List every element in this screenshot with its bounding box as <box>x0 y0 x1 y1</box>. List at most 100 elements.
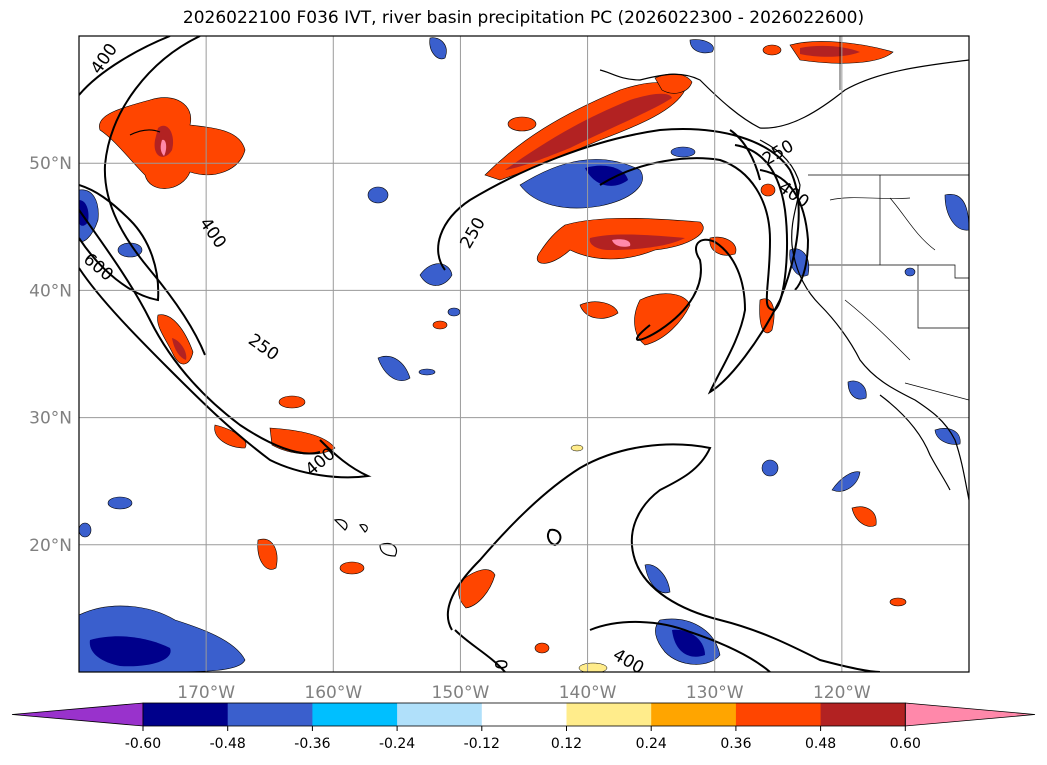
precip-region <box>278 395 306 409</box>
precip-region <box>458 569 496 609</box>
border-state <box>829 197 911 201</box>
border-us-mexico <box>904 382 969 401</box>
colorbar-segment <box>143 703 229 726</box>
lon-tick-label: 170°W <box>177 683 235 703</box>
precip-region <box>644 564 671 594</box>
precip-region <box>107 496 133 510</box>
island-hawaii <box>379 542 398 557</box>
precip-region <box>269 427 336 455</box>
colorbar-frame <box>142 702 906 727</box>
colorbar-segment <box>312 703 398 726</box>
colorbar-segment <box>397 703 483 726</box>
ivt-contour <box>103 36 206 356</box>
colorbar-segment <box>735 703 822 726</box>
precip-region <box>634 293 691 346</box>
precip-region <box>847 380 867 400</box>
border-state <box>808 264 969 279</box>
colorbar-tick-label: 0.60 <box>890 736 921 752</box>
precip-region <box>760 183 776 197</box>
colorbar-segment <box>227 703 313 726</box>
map-frame <box>78 35 970 673</box>
precip-region <box>257 538 278 570</box>
precip-negative-shading <box>79 37 969 672</box>
ivt-contour <box>729 129 761 181</box>
precip-region <box>432 320 448 330</box>
precip-region <box>367 186 389 204</box>
precip-region <box>889 597 907 607</box>
precip-region <box>429 37 447 60</box>
precip-region <box>160 139 167 156</box>
precip-positive-shading <box>99 41 907 672</box>
precip-region <box>761 459 779 477</box>
ivt-contour <box>79 267 372 479</box>
ivt-contour <box>759 169 810 291</box>
lon-tick-label: 130°W <box>686 683 744 703</box>
graticule <box>79 36 969 672</box>
precip-region <box>800 45 860 57</box>
lon-tick-label: 140°W <box>559 683 617 703</box>
precip-region <box>578 662 608 672</box>
colorbar-tick-label: -0.60 <box>125 736 161 752</box>
border-state <box>917 265 969 329</box>
precip-region <box>944 194 969 231</box>
lat-tick-label: 30°N <box>29 409 72 429</box>
ivt-contour <box>79 209 321 455</box>
precip-region <box>709 236 737 256</box>
precip-region <box>689 39 714 54</box>
colorbar-segment <box>481 703 567 726</box>
colorbar-tick-label: -0.48 <box>210 736 246 752</box>
lat-tick-label: 40°N <box>29 281 72 301</box>
precip-region <box>589 234 685 250</box>
colorbar-tick-label: -0.12 <box>464 736 500 752</box>
lon-tick-label: 120°W <box>813 683 871 703</box>
colorbar: -0.60 -0.48 -0.36 -0.24 -0.12 0.12 0.24 0.36 0.4… <box>11 702 1036 752</box>
map-title: 2026022100 F036 IVT, river basin precipi… <box>182 8 865 28</box>
political-borders <box>808 36 969 401</box>
coastline-aleutians <box>129 129 161 136</box>
precip-region <box>505 93 672 170</box>
precip-region <box>79 522 92 538</box>
precip-region <box>831 471 861 492</box>
border-state <box>889 197 936 251</box>
precip-region <box>570 444 584 452</box>
precip-region <box>339 561 365 575</box>
ivt-contour-label: 0 <box>492 659 512 670</box>
colorbar-tick-label: 0.24 <box>636 736 667 752</box>
lat-tick-label: 50°N <box>29 154 72 174</box>
precip-region <box>612 239 631 247</box>
precip-region <box>377 356 411 381</box>
colorbar-segment <box>820 703 906 726</box>
colorbar-tick-label: 0.12 <box>551 736 582 752</box>
precip-region <box>904 267 916 277</box>
ivt-contours <box>79 36 881 672</box>
ivt-contour <box>79 36 171 96</box>
lat-tick-label: 20°N <box>29 536 72 556</box>
precip-region <box>89 636 171 667</box>
ivt-contour <box>446 443 881 672</box>
ivt-contour <box>599 144 788 312</box>
colorbar-segment <box>651 703 737 726</box>
coastlines <box>129 59 969 557</box>
colorbar-tick-label: -0.36 <box>294 736 330 752</box>
precip-region <box>172 338 187 360</box>
island-hawaii <box>359 523 368 533</box>
coastline-west-coast <box>759 139 969 501</box>
precip-region <box>672 629 705 657</box>
colorbar-extend-high <box>904 702 1036 727</box>
border-state <box>844 299 911 361</box>
coastline-baja <box>879 394 951 491</box>
precip-region <box>585 165 628 186</box>
ivt-contour <box>437 128 800 395</box>
lon-tick-label: 160°W <box>304 683 362 703</box>
ivt-contour <box>454 629 506 672</box>
island-hawaii <box>333 519 348 531</box>
coastline-alaska <box>599 59 969 129</box>
colorbar-segment <box>566 703 652 726</box>
axis-tick-labels: 170°W 160°W 150°W 140°W 130°W 120°W 50°N 40°N 30… <box>29 154 871 703</box>
ivt-contour <box>589 620 771 672</box>
lon-tick-label: 150°W <box>432 683 490 703</box>
precip-region <box>214 424 247 449</box>
colorbar-tick-label: 0.36 <box>720 736 751 752</box>
